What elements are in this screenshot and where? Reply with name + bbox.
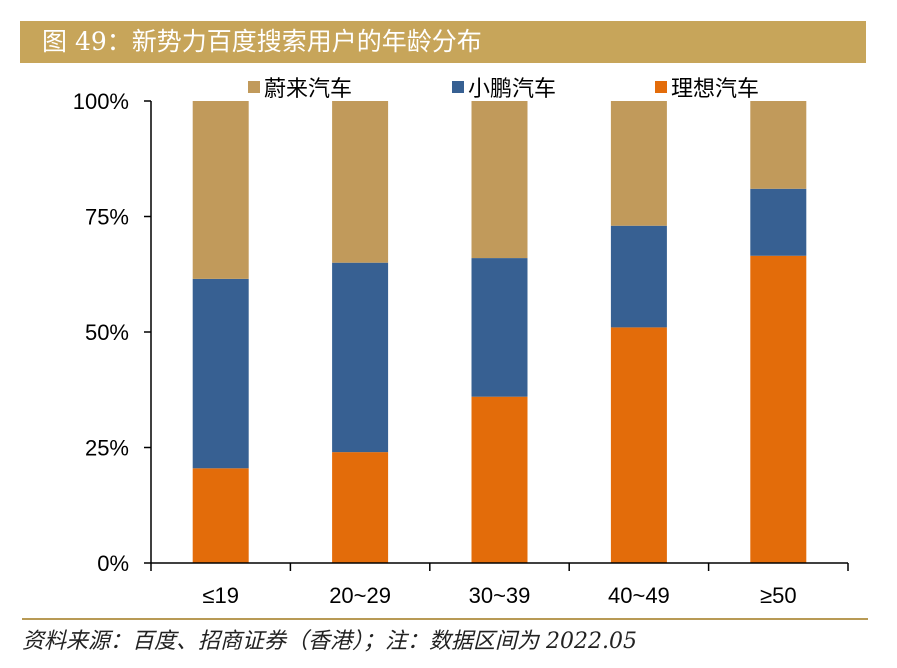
legend-label: 蔚来汽车 xyxy=(264,77,352,102)
title-bar: 图 49：新势力百度搜索用户的年龄分布 xyxy=(20,21,866,63)
bar-segment xyxy=(192,468,249,563)
bar-segment xyxy=(192,101,249,279)
bar-segment xyxy=(471,258,528,397)
bar-segment xyxy=(750,101,807,189)
bar-segment xyxy=(610,225,667,328)
y-tick-label: 50% xyxy=(85,320,129,345)
bar-segment xyxy=(332,101,389,263)
legend-label: 理想汽车 xyxy=(671,77,759,102)
bar-segment xyxy=(332,262,389,453)
legend-swatch xyxy=(248,81,260,93)
y-tick-label: 0% xyxy=(97,551,129,576)
bar-segment xyxy=(750,188,807,256)
bar-segment xyxy=(610,101,667,226)
x-tick-label: ≥50 xyxy=(760,583,797,608)
x-tick-label: 30~39 xyxy=(469,583,531,608)
x-tick-label: 20~29 xyxy=(329,583,391,608)
source-note: 资料来源：百度、招商证券（香港）；注：数据区间为 2022.05 xyxy=(22,618,868,655)
bar-segment xyxy=(750,255,807,563)
page-title: 图 49：新势力百度搜索用户的年龄分布 xyxy=(42,27,482,56)
x-tick-label: 40~49 xyxy=(608,583,670,608)
legend-swatch xyxy=(452,81,464,93)
bar-segment xyxy=(471,101,528,259)
bar-segment xyxy=(192,278,249,469)
y-tick-label: 100% xyxy=(73,89,129,114)
legend-swatch xyxy=(655,81,667,93)
x-tick-label: ≤19 xyxy=(202,583,239,608)
y-tick-label: 75% xyxy=(85,205,129,230)
bar-segment xyxy=(471,396,528,563)
bar-segment xyxy=(610,327,667,563)
bar-segment xyxy=(332,452,389,563)
y-tick-label: 25% xyxy=(85,436,129,461)
legend-label: 小鹏汽车 xyxy=(468,77,556,102)
